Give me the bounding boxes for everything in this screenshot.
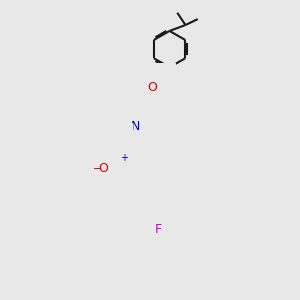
Text: O: O [98, 162, 108, 175]
Text: F: F [139, 216, 146, 229]
Text: O: O [104, 142, 114, 155]
Text: N: N [131, 120, 140, 133]
Text: F: F [154, 223, 162, 236]
Text: F: F [170, 216, 177, 229]
Text: −: − [93, 164, 102, 174]
Text: N: N [131, 152, 140, 165]
Text: N: N [115, 155, 125, 168]
Text: O: O [147, 81, 157, 94]
Text: O: O [111, 103, 121, 116]
Text: +: + [120, 153, 128, 163]
